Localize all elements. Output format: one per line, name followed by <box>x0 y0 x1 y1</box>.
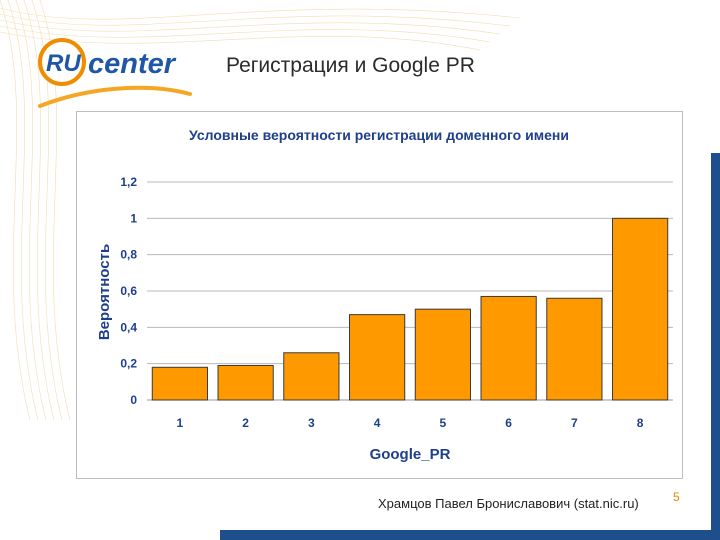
bar-pr-6 <box>480 295 537 401</box>
chart-title: Условные вероятности регистрации доменно… <box>189 127 569 143</box>
x-tick-label: 7 <box>571 416 578 430</box>
footer-accent-bar <box>220 530 720 540</box>
x-axis-label: Google_PR <box>370 446 451 463</box>
bar-pr-7 <box>546 297 603 401</box>
x-tick-label: 2 <box>242 416 249 430</box>
x-tick-label: 6 <box>505 416 512 430</box>
bar-pr-5 <box>414 308 471 401</box>
y-axis-label: Вероятность <box>96 244 113 340</box>
y-tick-label: 1,2 <box>120 175 137 189</box>
x-tick-label: 1 <box>177 416 184 430</box>
bar-pr-1 <box>151 366 208 401</box>
chart-frame: Условные вероятности регистрации доменно… <box>76 111 683 479</box>
bar-pr-3 <box>283 352 340 401</box>
bar-pr-4 <box>349 314 406 401</box>
rucenter-logo: RU center <box>38 38 192 108</box>
x-tick-label: 8 <box>637 416 644 430</box>
logo-center-text: center <box>88 48 177 80</box>
y-tick-label: 0,6 <box>120 284 137 298</box>
x-tick-label: 4 <box>374 416 381 430</box>
x-tick-label: 3 <box>308 416 315 430</box>
y-tick-label: 0,4 <box>120 320 137 334</box>
y-tick-label: 0,2 <box>120 357 137 371</box>
bar-pr-2 <box>217 364 274 401</box>
side-accent-bar <box>711 153 720 540</box>
logo-ru-text: RU <box>46 50 81 77</box>
y-tick-label: 1 <box>130 211 137 225</box>
y-tick-label: 0 <box>130 393 137 407</box>
x-tick-label: 5 <box>440 416 447 430</box>
y-tick-label: 0,8 <box>120 248 137 262</box>
page-number: 5 <box>673 490 680 504</box>
bar-pr-8 <box>612 217 669 401</box>
footer-author: Храмцов Павел Брониславович (stat.nic.ru… <box>378 496 639 511</box>
slide-title: Регистрация и Google PR <box>226 54 475 77</box>
bar-chart: Условные вероятности регистрации доменно… <box>96 127 673 463</box>
